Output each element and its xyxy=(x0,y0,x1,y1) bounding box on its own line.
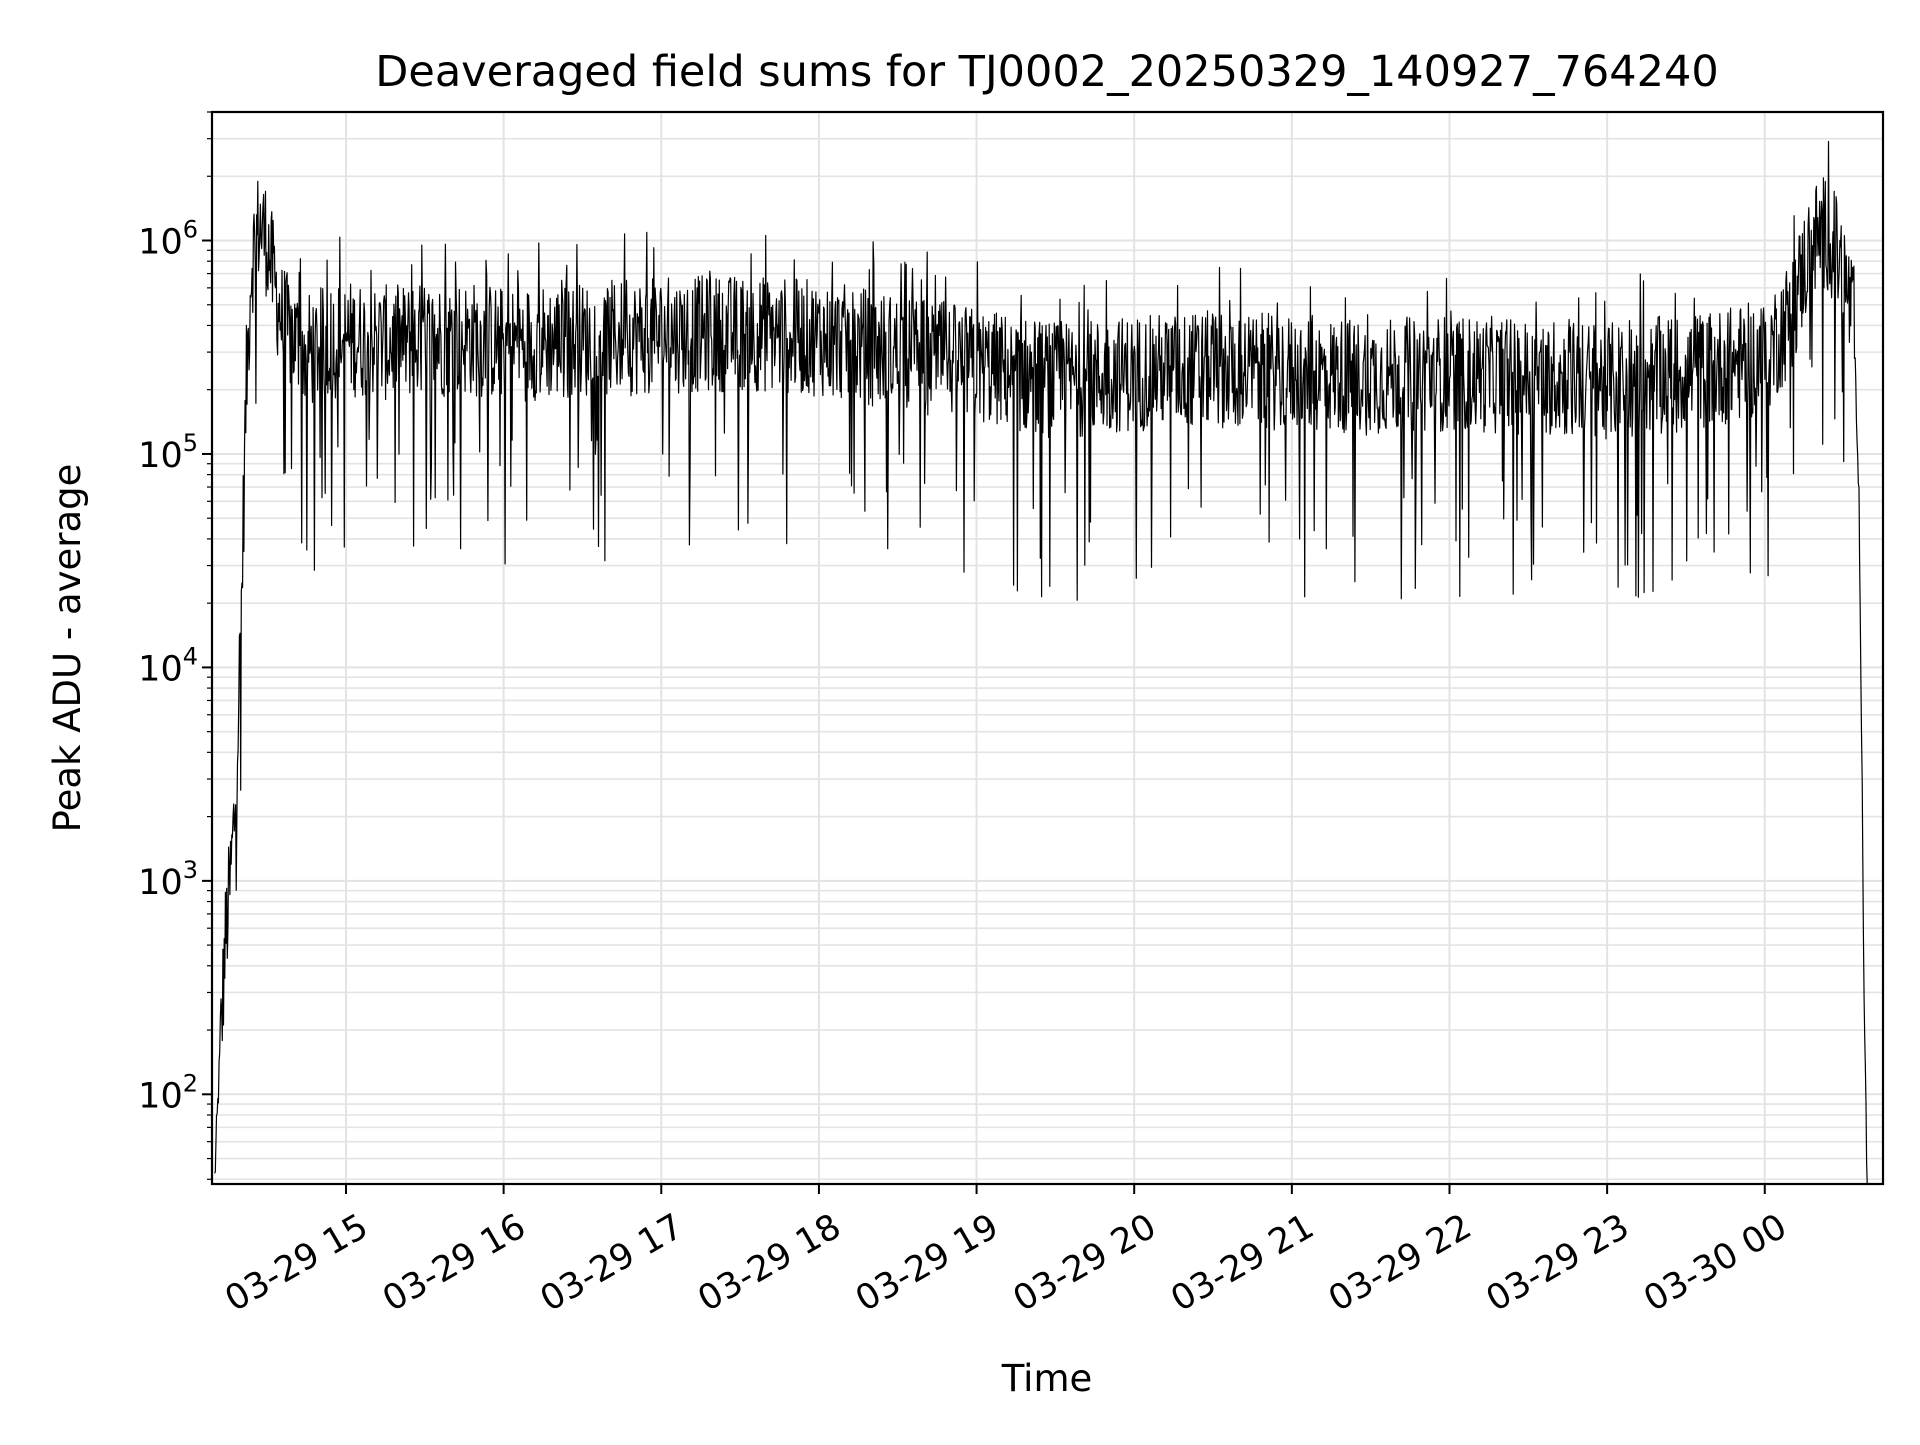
data-layer xyxy=(214,140,1868,1185)
y-axis-label: Peak ADU - average xyxy=(46,464,89,833)
y-tick-exponent: 2 xyxy=(183,1069,198,1097)
x-axis-label: Time xyxy=(1001,1357,1093,1400)
series-line xyxy=(214,140,1868,1185)
y-tick-label: 104 xyxy=(138,642,198,689)
y-tick-base: 10 xyxy=(138,223,183,263)
y-tick-exponent: 6 xyxy=(183,216,198,244)
y-tick-label: 106 xyxy=(138,216,198,263)
y-tick-base: 10 xyxy=(138,1076,183,1116)
y-tick-exponent: 3 xyxy=(183,856,198,884)
chart-title: Deaveraged field sums for TJ0002_2025032… xyxy=(375,47,1718,97)
y-tick-label: 105 xyxy=(138,429,198,476)
y-tick-exponent: 4 xyxy=(183,642,198,670)
y-tick-base: 10 xyxy=(138,436,183,476)
plot-frame xyxy=(210,110,1885,1186)
y-tick-base: 10 xyxy=(138,863,183,903)
y-tick-exponent: 5 xyxy=(183,429,198,457)
y-tick-label: 102 xyxy=(138,1069,198,1116)
y-tick-label: 103 xyxy=(138,856,198,903)
y-tick-base: 10 xyxy=(138,649,183,689)
